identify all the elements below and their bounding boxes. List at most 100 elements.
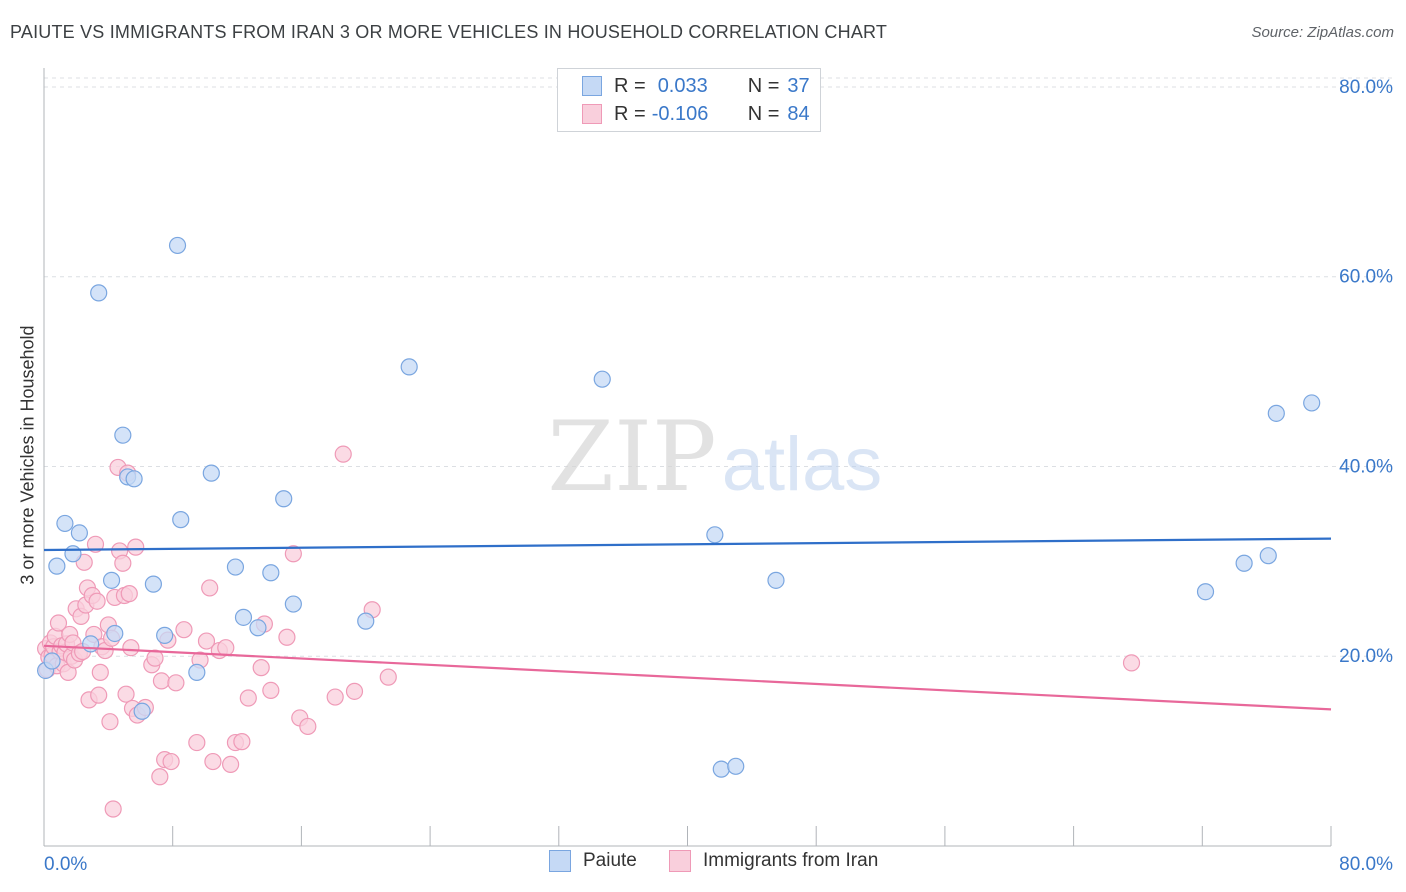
watermark: ZIP atlas	[547, 401, 882, 513]
iran-point	[91, 663, 109, 681]
paiute-point	[133, 702, 151, 720]
paiute-point	[202, 464, 220, 482]
iran-point	[345, 682, 364, 700]
iran-point	[151, 768, 169, 786]
paiute-point	[43, 652, 61, 670]
iran-point	[379, 668, 397, 686]
iran-point	[188, 733, 206, 752]
iran-point	[101, 713, 119, 731]
paiute-point	[1267, 404, 1285, 422]
paiute-point	[48, 557, 66, 575]
paiute-point	[168, 236, 187, 255]
paiute-point	[262, 564, 280, 582]
iran-point	[326, 688, 344, 706]
iran-point	[278, 628, 296, 646]
r-label: R =	[614, 74, 646, 97]
r-label: R =	[614, 102, 646, 125]
paiute-point	[226, 558, 245, 576]
iran-point	[262, 681, 280, 700]
n-value: 84	[787, 102, 810, 125]
data-points	[37, 236, 1321, 818]
iran-point	[201, 579, 219, 597]
iran-point	[127, 538, 145, 556]
legend-item-iran[interactable]: Immigrants from Iran	[669, 850, 878, 872]
paiute-point	[64, 545, 82, 563]
iran-swatch	[582, 104, 602, 124]
iran-point	[117, 685, 135, 703]
y-tick-label: 40.0%	[1339, 456, 1393, 477]
paiute-point	[1259, 547, 1277, 565]
iran-point	[104, 800, 122, 818]
legend-item-paiute[interactable]: Paiute	[549, 850, 637, 872]
paiute-point	[400, 358, 418, 376]
x-tick-label: 80.0%	[1339, 854, 1393, 875]
y-tick-label: 60.0%	[1339, 267, 1393, 288]
paiute-point	[249, 619, 267, 637]
paiute-point	[114, 426, 132, 444]
paiute-point	[1235, 554, 1253, 572]
paiute-point	[727, 757, 745, 775]
trend-lines	[43, 537, 1332, 711]
watermark-zip: ZIP	[547, 401, 716, 513]
iran-point	[146, 649, 164, 667]
iran-point	[204, 752, 222, 771]
iran-point	[233, 733, 251, 751]
iran-point	[162, 752, 180, 771]
iran-point	[152, 672, 171, 690]
chart-title: PAIUTE VS IMMIGRANTS FROM IRAN 3 OR MORE…	[10, 22, 888, 42]
iran-point	[239, 689, 257, 707]
iran-point	[86, 535, 105, 553]
paiute-point	[706, 526, 724, 544]
paiute-point	[70, 524, 88, 542]
paiute-point	[125, 470, 143, 488]
y-tick-label: 80.0%	[1339, 77, 1393, 98]
iran-point	[120, 585, 138, 603]
r-value: -0.106	[651, 102, 709, 125]
paiute-point	[106, 624, 124, 643]
grid-lines	[44, 77, 1392, 657]
paiute-point	[712, 760, 730, 778]
watermark-atlas: atlas	[722, 422, 883, 507]
paiute-point	[172, 511, 190, 529]
axes	[43, 68, 1332, 847]
paiute-point	[357, 612, 375, 630]
iran-point	[334, 445, 352, 463]
iran-swatch	[669, 850, 691, 872]
paiute-point	[767, 571, 785, 589]
paiute-point	[284, 595, 302, 613]
iran-point	[88, 592, 106, 610]
n-value: 37	[787, 74, 810, 97]
paiute-swatch	[549, 850, 571, 872]
paiute-point	[1303, 394, 1321, 412]
paiute-swatch	[582, 76, 602, 96]
paiute-point	[275, 490, 293, 508]
iran-point	[122, 639, 140, 657]
iran-point	[49, 614, 68, 632]
paiute-point	[188, 663, 206, 681]
legend-label: Immigrants from Iran	[703, 850, 879, 871]
paiute-point	[1196, 583, 1215, 601]
iran-point	[114, 554, 132, 572]
paiute-trend-line	[43, 537, 1332, 552]
iran-point	[197, 632, 216, 650]
n-label: N =	[747, 74, 780, 97]
paiute-point	[234, 608, 253, 626]
paiute-point	[144, 575, 162, 593]
legend-row-iran: R = -0.106 N = 84	[582, 101, 810, 127]
iran-point	[1122, 654, 1141, 672]
iran-point	[222, 755, 240, 774]
n-label: N =	[747, 102, 780, 125]
legend-row-paiute: R = 0.033 N = 37	[582, 73, 810, 99]
iran-trend-line	[43, 644, 1332, 711]
paiute-point	[102, 571, 121, 589]
chart-source: Source: ZipAtlas.com	[1251, 24, 1394, 41]
paiute-point	[156, 626, 174, 644]
iran-point	[167, 674, 185, 692]
legend-label: Paiute	[583, 850, 637, 871]
iran-point	[175, 621, 193, 639]
x-tick-label: 0.0%	[44, 854, 87, 875]
iran-point	[299, 717, 317, 736]
paiute-point	[82, 635, 100, 653]
paiute-point	[56, 514, 74, 533]
y-axis-label: 3 or more Vehicles in Household	[17, 325, 38, 585]
